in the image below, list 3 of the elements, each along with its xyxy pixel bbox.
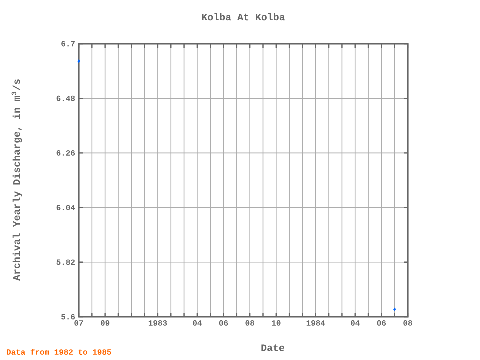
x-axis-title: Date: [262, 344, 284, 352]
y-axis-title: Archival Yearly Discharge, in m$^{3}$/s: [12, 80, 22, 281]
chart-title: Kolba At Kolba: [202, 13, 286, 21]
